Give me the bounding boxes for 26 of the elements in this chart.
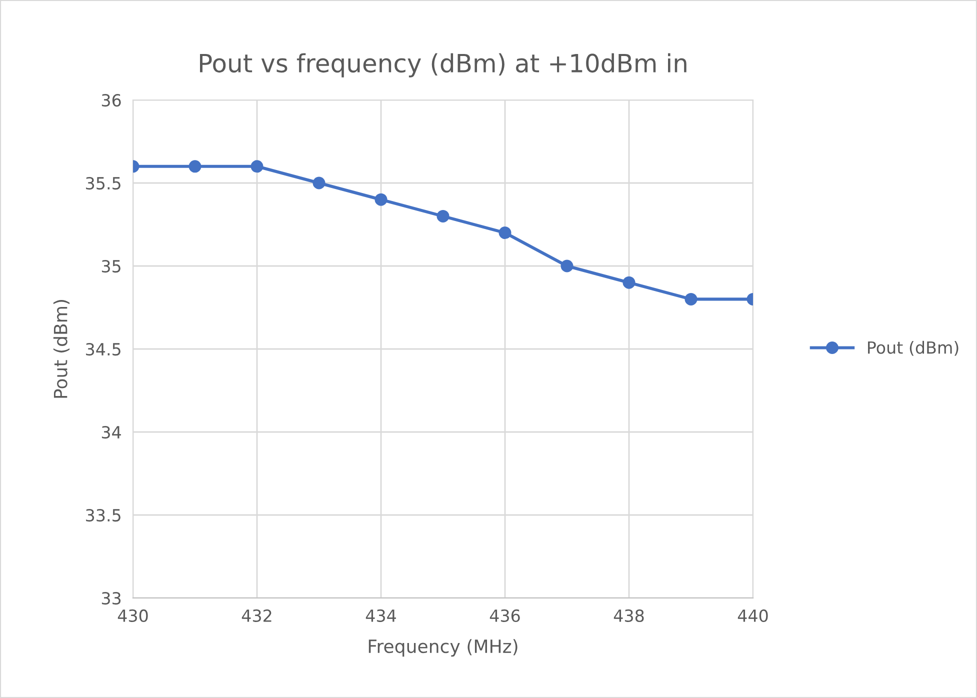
y-axis-title: Pout (dBm) — [53, 300, 70, 398]
x-tick-label: 436 — [490, 609, 520, 622]
x-tick-label: 440 — [738, 609, 768, 622]
point — [188, 160, 202, 173]
point — [560, 260, 574, 272]
point — [374, 193, 388, 206]
x-tick-label: 430 — [118, 609, 148, 622]
x-tick-label: 432 — [242, 609, 272, 622]
x-tick-label: 434 — [366, 609, 396, 622]
y-tick-label: 33.5 — [86, 508, 120, 522]
y-tick-label: 35.5 — [86, 176, 120, 190]
point — [312, 176, 326, 190]
point — [436, 210, 450, 222]
y-tick-label: 33 — [102, 592, 121, 605]
legend-label: Pout (dBm) — [868, 340, 958, 356]
y-tick-label: 35 — [102, 260, 120, 273]
point — [498, 226, 512, 240]
y-tick-label: 36 — [102, 94, 121, 107]
x-tick-label: 438 — [614, 609, 644, 622]
chart-title: Pout vs frequency (dBm) at +10dBm in — [200, 53, 686, 78]
x-axis-title: Frequency (MHz) — [368, 639, 518, 657]
point — [684, 292, 698, 306]
y-tick-label: 34.5 — [86, 342, 120, 356]
point — [250, 160, 264, 173]
y-tick-label: 34 — [102, 426, 121, 439]
point — [622, 276, 636, 289]
